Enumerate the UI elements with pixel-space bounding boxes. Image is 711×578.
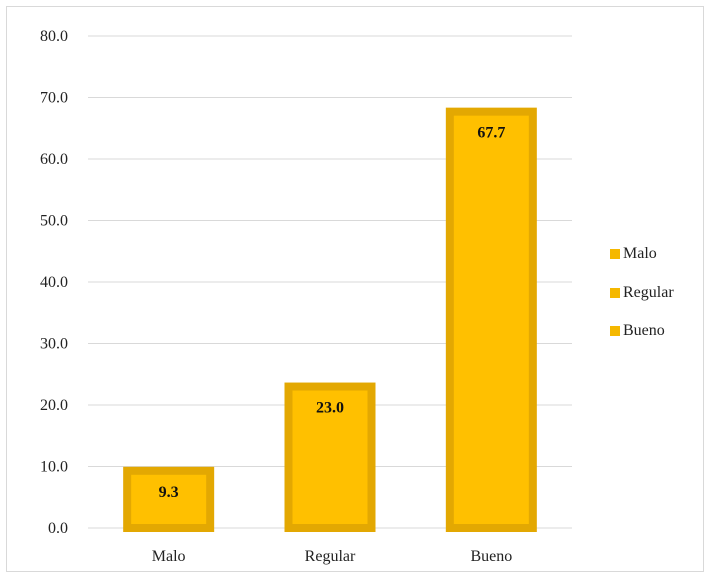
y-tick-label: 10.0 (40, 459, 68, 476)
y-tick-label: 80.0 (40, 28, 68, 45)
x-axis-labels: Malo Regular Bueno (152, 548, 512, 565)
bar-regular (284, 382, 376, 532)
y-tick-label: 60.0 (40, 151, 68, 168)
y-tick-label: 70.0 (40, 90, 68, 107)
y-tick-label: 40.0 (40, 274, 68, 291)
legend-item-malo: Malo (610, 244, 674, 264)
legend: Malo Regular Bueno (610, 244, 674, 360)
legend-swatch-icon (610, 326, 620, 336)
y-tick-label: 0.0 (48, 520, 68, 537)
data-label: 9.3 (159, 484, 179, 501)
data-label: 23.0 (316, 400, 344, 417)
y-tick-label: 30.0 (40, 336, 68, 353)
legend-swatch-icon (610, 249, 620, 259)
legend-label: Malo (623, 245, 657, 262)
data-labels: 9.3 23.0 67.7 (159, 125, 506, 501)
bars (123, 107, 537, 533)
x-tick-label: Malo (152, 548, 186, 565)
legend-swatch-icon (610, 287, 620, 298)
legend-item-regular: Regular (610, 283, 674, 303)
y-tick-label: 20.0 (40, 397, 68, 414)
y-tick-label: 50.0 (40, 213, 68, 230)
legend-item-bueno: Bueno (610, 321, 674, 341)
x-tick-label: Bueno (470, 548, 512, 565)
legend-label: Regular (623, 283, 674, 301)
bar-bueno (445, 107, 537, 533)
legend-label: Bueno (623, 322, 665, 339)
y-axis-ticks: 0.0 10.0 20.0 30.0 40.0 50.0 60.0 70.0 80.0 (40, 28, 68, 537)
data-label: 67.7 (477, 125, 505, 142)
x-tick-label: Regular (305, 548, 356, 565)
bar-malo (123, 466, 215, 532)
